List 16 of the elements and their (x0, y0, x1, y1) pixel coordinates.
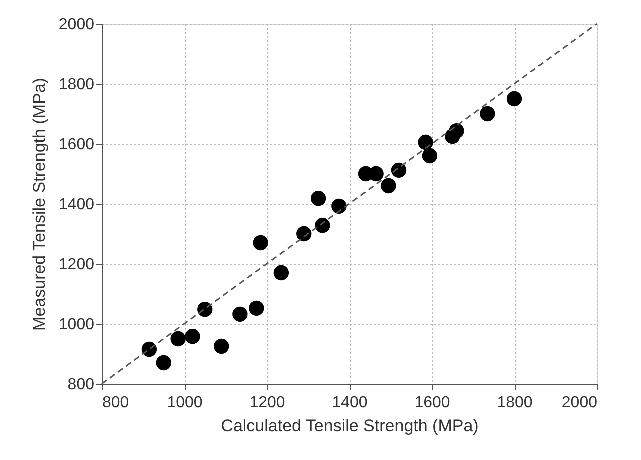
x-axis-title: Calculated Tensile Strength (MPa) (221, 416, 479, 436)
x-tick-label: 1800 (497, 394, 533, 412)
x-tick-label: 1600 (414, 394, 450, 412)
y-tick-label: 1200 (58, 256, 95, 274)
x-tick-label: 1000 (167, 394, 203, 412)
y-tick-label: 800 (68, 376, 95, 394)
y-tick-label: 2000 (58, 16, 95, 34)
x-tick-label: 800 (102, 394, 130, 412)
y-tick-label: 1000 (58, 316, 95, 334)
y-axis-title: Measured Tensile Strength (MPa) (30, 78, 49, 331)
y-tick-label: 1800 (58, 76, 95, 94)
x-tick-label: 1200 (250, 394, 286, 412)
x-tick-label: 1400 (332, 394, 368, 412)
y-tick-label: 1400 (58, 196, 95, 214)
x-tick-label: 2000 (562, 394, 598, 412)
y-tick-label: 1600 (58, 136, 95, 154)
